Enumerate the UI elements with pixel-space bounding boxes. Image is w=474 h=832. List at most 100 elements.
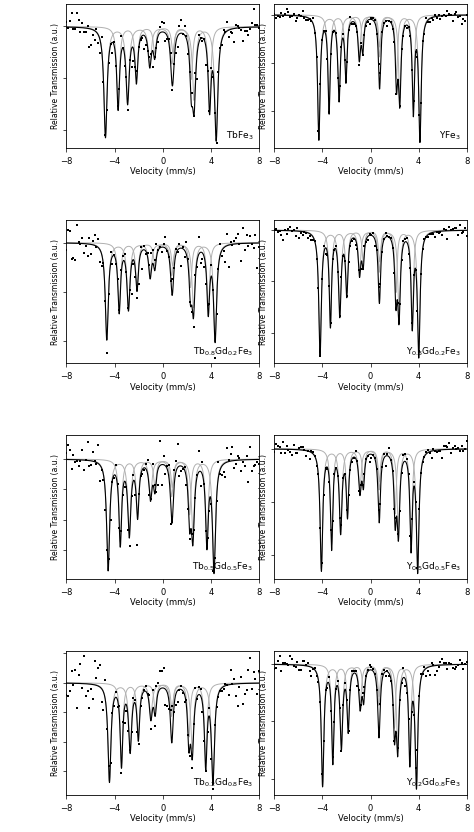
Point [245, 240, 252, 253]
Point [350, 451, 357, 464]
Point [271, 7, 278, 21]
Point [107, 513, 114, 526]
Point [387, 674, 395, 687]
Point [109, 257, 116, 270]
Point [334, 71, 342, 84]
Y-axis label: Relative Transmission (a.u.): Relative Transmission (a.u.) [51, 239, 60, 344]
Point [359, 49, 366, 62]
Point [64, 438, 72, 452]
X-axis label: Velocity (mm/s): Velocity (mm/s) [130, 167, 195, 176]
Point [92, 671, 100, 685]
Point [376, 697, 384, 711]
Point [170, 57, 178, 71]
Text: Y$_{0.8}$Gd$_{0.2}$Fe$_3$: Y$_{0.8}$Gd$_{0.2}$Fe$_3$ [406, 345, 461, 358]
Point [191, 67, 199, 80]
Point [140, 239, 148, 252]
Point [105, 759, 112, 772]
Point [103, 103, 111, 116]
Point [327, 523, 335, 537]
Point [435, 227, 442, 240]
Point [155, 35, 162, 48]
Point [123, 71, 130, 84]
Point [446, 220, 453, 234]
Point [197, 480, 204, 493]
Point [345, 23, 352, 37]
Point [394, 741, 402, 755]
Point [151, 50, 158, 63]
Point [73, 701, 81, 715]
Point [306, 452, 313, 465]
Point [315, 676, 322, 689]
Point [426, 447, 434, 460]
Point [398, 254, 405, 267]
Point [324, 52, 331, 65]
Point [292, 230, 299, 243]
Point [208, 752, 215, 765]
X-axis label: Velocity (mm/s): Velocity (mm/s) [338, 383, 403, 392]
Point [391, 735, 398, 748]
Point [297, 664, 305, 677]
Point [440, 222, 448, 235]
Point [446, 7, 453, 21]
Point [174, 437, 182, 450]
Point [92, 22, 100, 36]
Point [385, 230, 393, 244]
Point [255, 21, 263, 34]
Point [211, 106, 219, 119]
Point [126, 284, 134, 297]
Point [169, 273, 176, 286]
Point [191, 681, 199, 694]
Point [274, 655, 282, 668]
Point [201, 734, 208, 747]
Point [221, 471, 229, 484]
Point [396, 298, 403, 311]
Point [84, 249, 91, 262]
Point [160, 238, 167, 251]
Point [230, 235, 238, 248]
Point [375, 726, 383, 740]
Point [325, 670, 333, 683]
Point [182, 235, 190, 249]
Point [177, 260, 185, 273]
Point [245, 476, 252, 489]
Point [442, 223, 449, 236]
Point [288, 224, 296, 237]
Point [322, 25, 329, 38]
Point [392, 87, 400, 101]
Point [213, 701, 220, 714]
Point [138, 468, 146, 481]
Point [356, 264, 363, 277]
Point [346, 684, 354, 697]
Point [156, 240, 164, 254]
Point [158, 245, 165, 259]
Point [317, 349, 324, 362]
Point [167, 275, 174, 288]
Point [96, 46, 104, 59]
Point [419, 455, 427, 468]
Point [245, 28, 252, 42]
Point [315, 468, 322, 481]
Point [72, 22, 79, 36]
Point [378, 245, 386, 258]
Point [179, 463, 187, 476]
Text: Tb$_{0.5}$Gd$_{0.5}$Fe$_3$: Tb$_{0.5}$Gd$_{0.5}$Fe$_3$ [192, 561, 253, 573]
Point [429, 442, 437, 455]
Point [361, 240, 368, 253]
Point [283, 657, 291, 671]
Point [91, 454, 99, 468]
Point [142, 457, 150, 470]
Point [405, 248, 412, 261]
Point [313, 51, 320, 64]
Point [133, 538, 141, 552]
Point [149, 458, 157, 471]
Point [343, 56, 351, 69]
Point [91, 654, 99, 667]
Point [341, 53, 349, 67]
Point [121, 480, 128, 493]
Point [306, 229, 313, 242]
Point [184, 253, 192, 266]
Point [237, 254, 245, 267]
Y-axis label: Relative Transmission (a.u.): Relative Transmission (a.u.) [259, 23, 268, 129]
Point [396, 100, 403, 113]
Point [407, 747, 414, 760]
